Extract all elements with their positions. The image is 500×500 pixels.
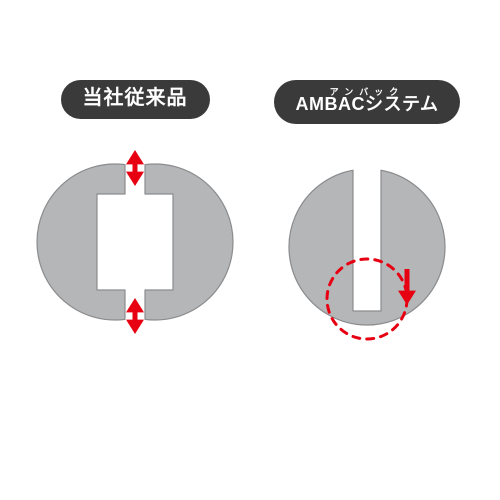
label-pill-ambac: アンバック AMBACシステム <box>274 80 461 124</box>
diagram-conventional-svg <box>30 137 240 347</box>
column-ambac: アンバック AMBACシステム <box>262 80 472 352</box>
label-text-ambac: AMBACシステム <box>296 95 439 114</box>
diagram-ambac-svg <box>262 142 472 352</box>
diagram-conventional <box>30 137 240 347</box>
column-conventional: 当社従来品 <box>30 80 240 347</box>
label-pill-conventional: 当社従来品 <box>61 80 210 119</box>
label-text-conventional: 当社従来品 <box>83 88 188 109</box>
diagram-ambac <box>262 142 472 352</box>
comparison-figure: 当社従来品 アンバック AMBACシステム <box>0 0 500 500</box>
